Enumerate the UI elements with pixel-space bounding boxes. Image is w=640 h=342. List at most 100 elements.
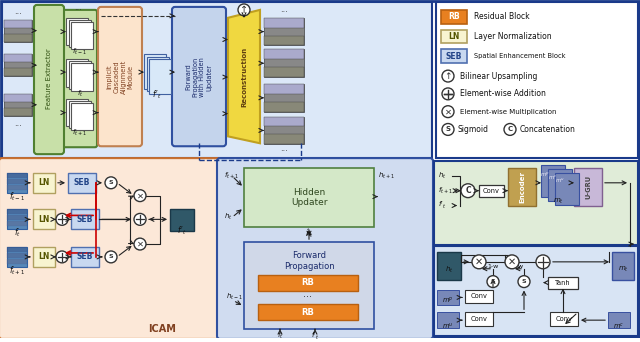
Text: $m_t$: $m_t$ — [552, 197, 563, 206]
Bar — [149, 59, 171, 94]
Text: ✕: ✕ — [136, 239, 143, 249]
Circle shape — [56, 251, 68, 263]
Bar — [147, 57, 168, 91]
Bar — [68, 173, 96, 193]
Text: Residual Block: Residual Block — [474, 12, 530, 21]
Bar — [437, 312, 459, 328]
Bar — [244, 242, 374, 329]
Text: Element-wise Addition: Element-wise Addition — [460, 89, 546, 98]
Bar — [479, 185, 504, 197]
Text: $f_{t+1}$: $f_{t+1}$ — [9, 264, 25, 277]
Bar — [434, 161, 638, 245]
Text: S: S — [522, 279, 526, 284]
Text: Conv: Conv — [470, 316, 488, 322]
Text: $f_{t+1}$: $f_{t+1}$ — [72, 128, 88, 139]
Bar — [465, 312, 493, 326]
Text: SEB: SEB — [74, 178, 90, 187]
Bar — [437, 252, 461, 280]
Text: $f'_t$: $f'_t$ — [438, 200, 447, 211]
Text: ...: ... — [14, 8, 22, 16]
Circle shape — [105, 251, 117, 263]
Text: $m^c$: $m^c$ — [548, 174, 558, 182]
Text: ✕: ✕ — [445, 107, 451, 116]
Text: $m_t$: $m_t$ — [618, 265, 628, 274]
Bar — [66, 59, 88, 87]
Bar — [68, 61, 90, 89]
Text: Element-wise Multiplication: Element-wise Multiplication — [460, 109, 557, 115]
Bar — [264, 117, 304, 144]
Text: $m^p$: $m^p$ — [540, 171, 550, 179]
Text: SEB: SEB — [446, 52, 462, 61]
Text: SEB: SEB — [77, 215, 93, 224]
Bar — [7, 179, 27, 184]
Bar — [264, 36, 304, 45]
Bar — [7, 210, 27, 214]
Text: LN: LN — [38, 252, 50, 261]
Bar — [4, 108, 32, 116]
Bar — [264, 117, 304, 127]
Bar — [33, 173, 55, 193]
Text: Tanh: Tanh — [555, 280, 571, 286]
Text: Implicit
Cascaded
Alignment
Module: Implicit Cascaded Alignment Module — [106, 60, 134, 94]
Text: $m^c$: $m^c$ — [613, 321, 625, 331]
Bar — [437, 290, 459, 305]
Circle shape — [536, 255, 550, 269]
Bar — [264, 18, 304, 45]
Bar — [66, 99, 88, 127]
Text: $h_t$: $h_t$ — [445, 265, 453, 275]
Bar — [71, 63, 93, 91]
Circle shape — [518, 276, 530, 288]
Bar — [66, 18, 88, 45]
Text: Forward
Propagation: Forward Propagation — [284, 251, 334, 271]
Bar — [548, 277, 578, 289]
Bar — [7, 247, 27, 252]
Text: ...: ... — [74, 3, 82, 12]
FancyBboxPatch shape — [172, 7, 226, 146]
Text: $m^p$: $m^p$ — [442, 295, 454, 305]
Bar — [4, 54, 32, 62]
Text: $h_{t+1}$: $h_{t+1}$ — [378, 171, 395, 181]
Bar — [550, 312, 578, 326]
Text: Sigmoid: Sigmoid — [457, 125, 488, 134]
Text: U-GRU: U-GRU — [585, 175, 591, 199]
Circle shape — [505, 255, 519, 269]
Text: $f_{t+1}$: $f_{t+1}$ — [438, 186, 453, 196]
Text: Forward
Propagation
with Hidden
Updater: Forward Propagation with Hidden Updater — [186, 57, 212, 97]
Text: $m^u$: $m^u$ — [442, 321, 454, 331]
Circle shape — [487, 276, 499, 288]
Text: SEB: SEB — [77, 252, 93, 261]
Text: $f_t$: $f_t$ — [276, 331, 284, 341]
Text: $f_t$: $f_t$ — [13, 227, 20, 239]
Bar — [436, 2, 638, 158]
Bar — [71, 210, 99, 229]
Text: ...: ... — [280, 144, 288, 153]
Circle shape — [461, 184, 475, 198]
Text: $f'_t$: $f'_t$ — [152, 89, 162, 101]
Text: Hidden
Updater: Hidden Updater — [291, 188, 327, 207]
Text: S: S — [445, 127, 451, 132]
Text: RB: RB — [301, 308, 314, 317]
Text: ...: ... — [303, 289, 312, 300]
FancyBboxPatch shape — [98, 7, 142, 146]
Text: LN: LN — [38, 178, 50, 187]
Bar — [170, 210, 194, 231]
Text: RB: RB — [448, 12, 460, 21]
Text: Conv: Conv — [470, 293, 488, 300]
Bar — [4, 20, 32, 41]
Text: $f_{t+1}$: $f_{t+1}$ — [224, 171, 239, 181]
Bar — [264, 84, 304, 94]
Bar — [33, 210, 55, 229]
Text: Feature Extractor: Feature Extractor — [46, 49, 52, 109]
Bar — [258, 275, 358, 290]
Text: Layer Normalization: Layer Normalization — [474, 32, 552, 41]
Text: ↑: ↑ — [240, 5, 248, 15]
Text: $m^u$: $m^u$ — [555, 177, 565, 185]
Text: ...: ... — [14, 119, 22, 128]
Bar — [555, 173, 579, 205]
Bar — [4, 94, 32, 116]
Bar — [434, 246, 638, 336]
Bar — [608, 312, 630, 328]
Circle shape — [134, 238, 146, 250]
Bar — [541, 165, 565, 197]
Bar — [7, 221, 27, 226]
